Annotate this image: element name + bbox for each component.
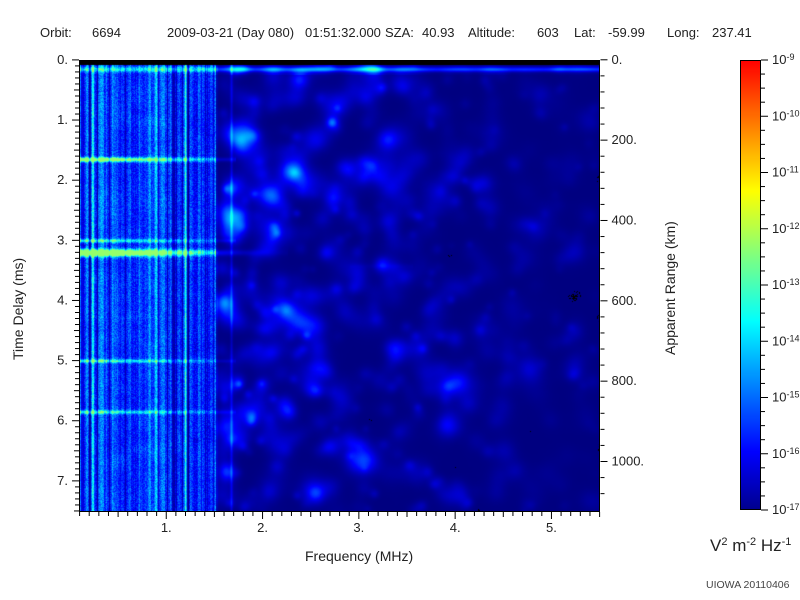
svg-text:2.: 2. <box>57 172 68 187</box>
svg-text:7.: 7. <box>57 473 68 488</box>
svg-text:0.: 0. <box>57 52 68 67</box>
svg-text:10-14: 10-14 <box>772 333 799 349</box>
svg-text:200.: 200. <box>612 132 637 147</box>
svg-text:3.: 3. <box>353 520 364 535</box>
svg-text:10-9: 10-9 <box>772 52 794 68</box>
svg-text:0.: 0. <box>612 52 623 67</box>
svg-text:5.: 5. <box>57 353 68 368</box>
svg-text:6.: 6. <box>57 413 68 428</box>
svg-text:10-17: 10-17 <box>772 502 799 518</box>
svg-text:1.: 1. <box>161 520 172 535</box>
svg-text:1000.: 1000. <box>612 454 645 469</box>
svg-text:3.: 3. <box>57 232 68 247</box>
svg-text:10-15: 10-15 <box>772 389 799 405</box>
svg-text:4.: 4. <box>57 292 68 307</box>
svg-text:2.: 2. <box>257 520 268 535</box>
svg-text:1.: 1. <box>57 112 68 127</box>
svg-text:10-13: 10-13 <box>772 277 799 293</box>
svg-text:10-11: 10-11 <box>772 164 799 180</box>
svg-text:10-10: 10-10 <box>772 108 799 124</box>
svg-text:600.: 600. <box>612 293 637 308</box>
svg-text:800.: 800. <box>612 373 637 388</box>
svg-text:5.: 5. <box>546 520 557 535</box>
svg-text:10-16: 10-16 <box>772 445 799 461</box>
svg-text:10-12: 10-12 <box>772 220 799 236</box>
svg-text:400.: 400. <box>612 212 637 227</box>
svg-text:4.: 4. <box>450 520 461 535</box>
